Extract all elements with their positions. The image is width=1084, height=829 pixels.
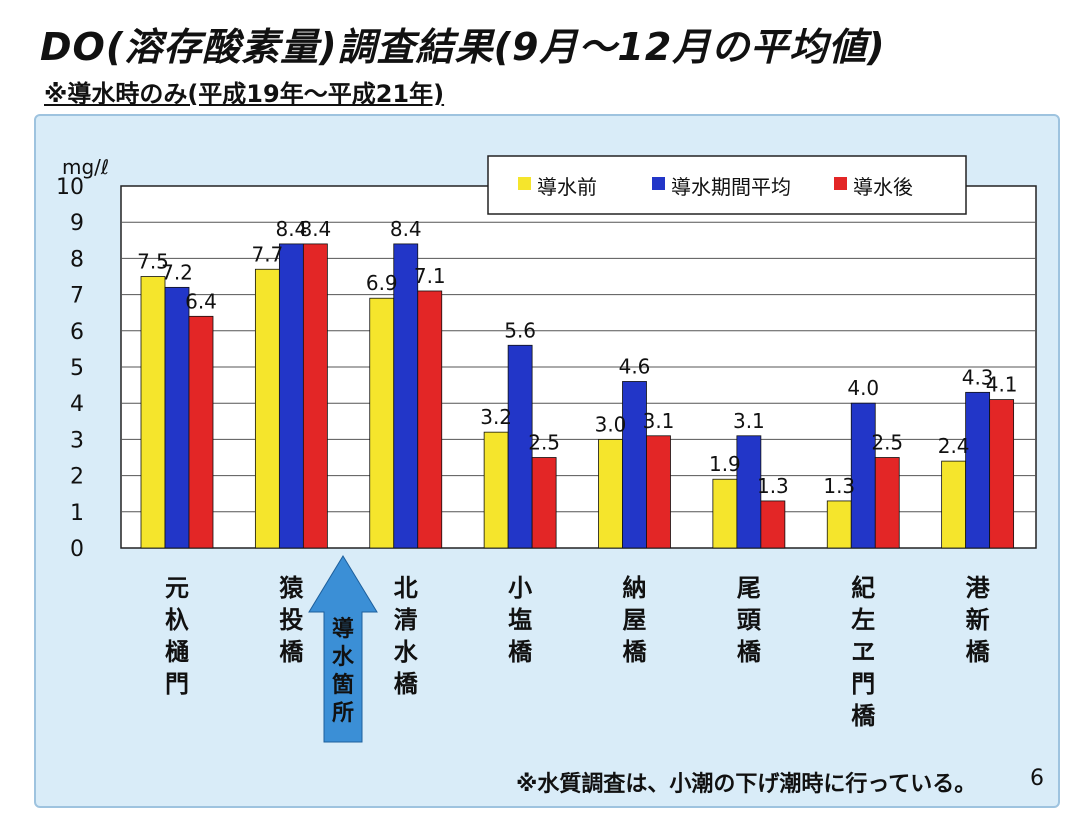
data-label: 3.1 [643,409,675,433]
data-label: 3.1 [733,409,765,433]
data-label: 8.4 [275,217,307,241]
page-subtitle: ※導水時のみ(平成19年～平成21年) [44,80,445,108]
bar [254,268,280,549]
bar [302,243,328,549]
data-label: 5.6 [504,318,536,342]
data-label: 7.2 [161,260,193,284]
y-tick-label: 7 [70,284,84,309]
bar [712,478,738,549]
data-label: 6.9 [366,271,398,295]
y-tick-label: 6 [70,320,84,345]
bar [278,243,304,549]
legend: 導水前 導水期間平均 導水後 [487,155,967,215]
data-label: 1.9 [709,452,741,476]
y-axis-ticks: 0 1 2 3 4 5 6 7 8 9 10 [56,175,84,562]
y-tick-label: 1 [70,501,84,526]
bar [646,435,671,549]
category-label: 納屋橋 [623,574,648,666]
legend-label-during: 導水期間平均 [671,175,791,199]
y-tick-label: 5 [70,356,84,381]
bar [989,399,1015,549]
bar [826,500,852,549]
data-label: 7.7 [251,242,283,266]
bar [369,297,395,549]
data-label: 2.5 [528,431,560,455]
legend-label-after: 導水後 [853,175,913,199]
bar [507,344,533,549]
data-label: 2.5 [871,431,903,455]
y-tick-label: 0 [70,537,84,562]
y-tick-label: 8 [70,247,84,272]
category-label: 小塩橋 [508,574,533,666]
data-label: 7.5 [137,250,169,274]
legend-box [487,155,967,215]
category-label: 港新橋 [966,574,991,666]
arrow-label-text: 導水箇所 [332,616,355,726]
data-label: 4.1 [986,373,1018,397]
legend-label-before: 導水前 [537,175,597,199]
data-label: 4.6 [619,354,651,378]
data-labels: 7.57.26.47.78.48.46.98.47.13.25.62.53.04… [137,217,1017,498]
legend-swatch-before [518,177,531,190]
arrow-label: 導水箇所 [332,616,355,726]
bar [760,500,786,549]
category-label: 猿投橋 [278,574,304,666]
bar [164,286,190,549]
bar [736,435,762,549]
bar [850,402,876,549]
bar [188,315,214,549]
category-label: 紀左ヱ門橋 [851,574,876,730]
data-label: 6.4 [185,289,217,313]
data-label: 3.0 [595,412,627,436]
data-label: 8.4 [390,217,422,241]
data-label: 4.0 [847,376,879,400]
bar [531,457,557,549]
category-label: 尾頭橋 [737,574,762,666]
y-tick-label: 10 [56,175,84,200]
y-tick-label: 9 [70,211,84,236]
legend-swatch-after [834,177,847,190]
bar [393,243,419,549]
y-axis-unit: mg/ℓ [62,155,109,179]
data-label: 3.2 [480,405,512,429]
data-label: 8.4 [299,217,331,241]
category-label: 北清水橋 [394,574,419,698]
category-labels: 元杁樋門 猿投橋 北清水橋 小塩橋 納屋橋 尾頭橋 紀左ヱ門橋 港新橋 [165,574,991,730]
data-label: 2.4 [938,434,970,458]
page-number: 6 [1030,766,1044,791]
bar [598,438,623,549]
data-label: 4.3 [962,365,994,389]
bars [140,243,1015,549]
bar [140,276,166,549]
bar [417,290,443,549]
y-tick-label: 2 [70,465,84,490]
data-label: 1.3 [823,474,855,498]
data-label: 1.3 [757,474,789,498]
arrow-shape [308,555,378,743]
data-label: 7.1 [414,264,446,288]
bar [874,457,900,549]
bar [622,381,647,549]
footnote: ※水質調査は、小潮の下げ潮時に行っている。 [516,772,977,797]
bar [941,460,967,549]
legend-swatch-during [652,177,665,190]
bar [965,391,991,549]
bar [483,431,509,549]
category-label: 元杁樋門 [165,574,189,698]
y-tick-label: 3 [70,428,84,453]
page-title: DO(溶存酸素量)調査結果(9月～12月の平均値) [40,25,886,69]
y-tick-label: 4 [70,392,84,417]
water-introduction-arrow: 導水箇所 [308,555,378,743]
